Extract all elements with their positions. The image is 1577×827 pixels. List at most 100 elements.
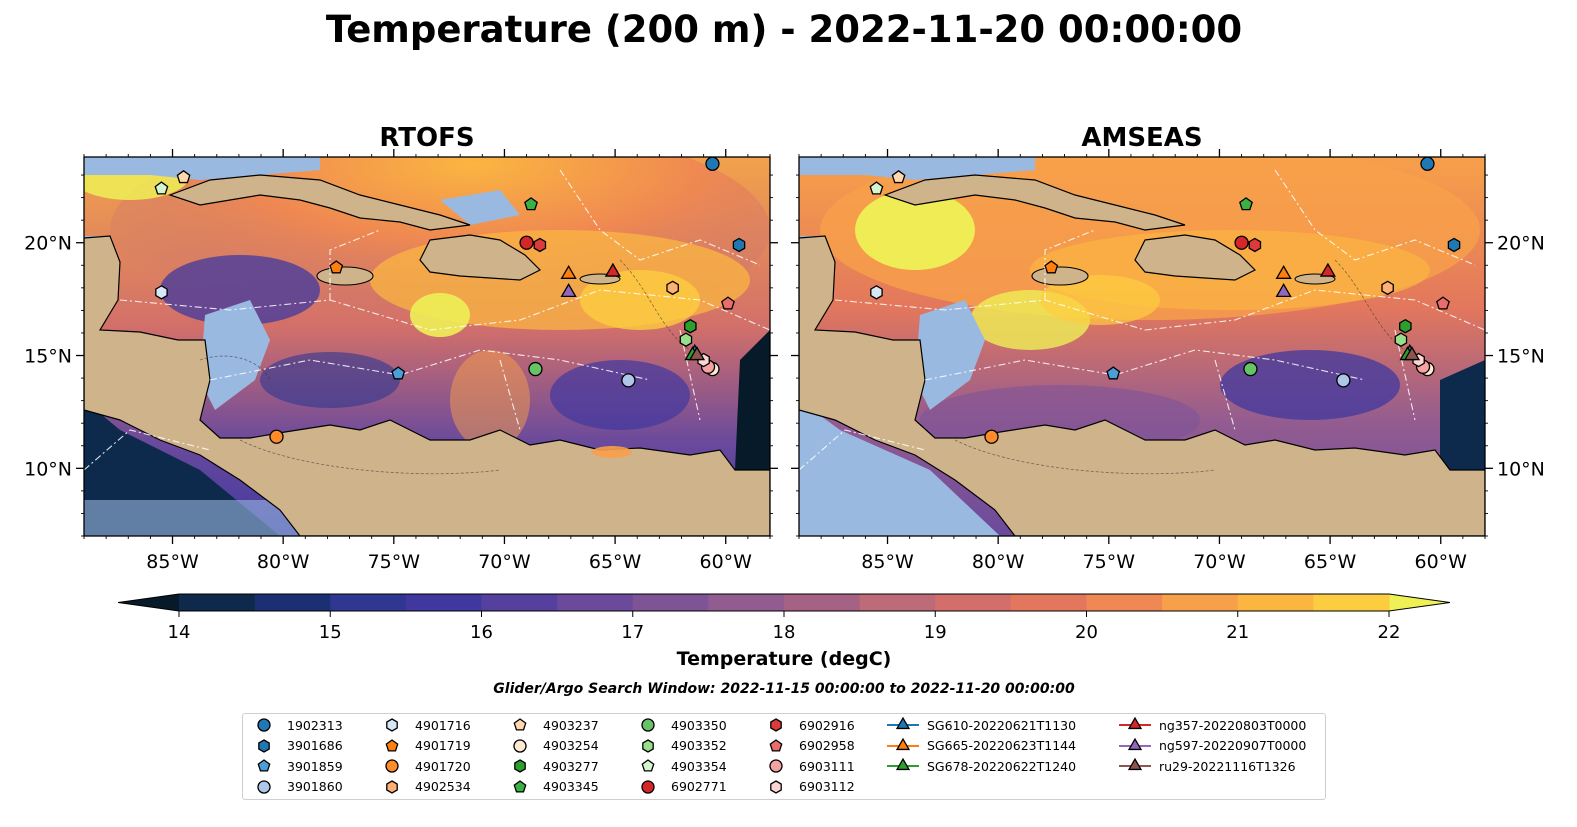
legend-entry: ng357-20220803T0000	[1117, 715, 1306, 735]
figure-title: Temperature (200 m) - 2022-11-20 00:00:0…	[326, 8, 1242, 51]
triangle-marker-icon	[1119, 737, 1151, 750]
colorbar-segment	[1162, 594, 1239, 611]
legend-label: 4903352	[671, 738, 727, 753]
colorbar-segment	[179, 594, 256, 611]
legend-label: 4903254	[543, 738, 599, 753]
legend-marker	[895, 716, 911, 730]
panel-title-amseas: AMSEAS	[1081, 123, 1202, 153]
x-tick-label: 75°W	[368, 551, 421, 573]
platform-marker	[533, 237, 547, 253]
legend-marker	[513, 718, 527, 731]
legend-entry: 6902958	[765, 736, 855, 756]
y-tick-label: 15°N	[1497, 346, 1545, 368]
circle-marker-icon	[257, 718, 271, 732]
legend-label: SG610-20220621T1130	[927, 717, 1077, 733]
platform-marker	[1319, 262, 1336, 277]
legend-marker	[257, 759, 271, 772]
platform-marker	[560, 283, 577, 298]
platform-marker	[519, 235, 534, 250]
triangle-marker-icon	[887, 757, 919, 771]
legend-label: SG665-20220623T1144	[927, 738, 1077, 753]
legend-label: 4903237	[543, 717, 599, 733]
legend-entry: 4902534	[381, 777, 471, 797]
colorbar-tick-label: 17	[621, 622, 644, 643]
platform-marker	[1239, 197, 1253, 211]
legend-label: 3901860	[287, 779, 343, 794]
y-tick-label: 10°N	[24, 458, 72, 480]
legend-marker	[513, 738, 527, 753]
platform-marker	[1275, 283, 1292, 298]
hexagon-marker-icon	[386, 718, 398, 732]
x-tick-label: 80°W	[257, 551, 310, 573]
legend-entry: 3901686	[253, 736, 343, 756]
platform-marker	[1420, 156, 1435, 171]
panel-rtofs: RTOFS	[24, 123, 778, 573]
legend-label: SG678-20220622T1240	[927, 758, 1077, 774]
legend-entry: 4903354	[637, 756, 727, 776]
legend-marker	[386, 779, 398, 794]
colorbar-segment	[557, 594, 634, 611]
platform-marker	[870, 285, 883, 300]
markers-amseas	[869, 156, 1461, 444]
platform-marker	[621, 373, 636, 388]
colorbar-segment	[1086, 594, 1163, 611]
y-tick-label: 15°N	[24, 346, 72, 368]
colorbar: 14 15 16 17 18 19 20 21 22	[117, 593, 1451, 643]
platform-marker	[176, 170, 191, 184]
legend-marker	[514, 759, 526, 773]
legend-marker	[386, 718, 398, 732]
legend-entry: ng597-20220907T0000	[1117, 736, 1306, 756]
circle-marker-icon	[641, 718, 655, 732]
platform-marker	[524, 197, 538, 211]
colorbar-segment	[254, 594, 331, 611]
colorbar-extend-low	[118, 594, 179, 611]
legend-marker	[1127, 757, 1143, 771]
platform-marker	[891, 170, 906, 184]
platform-marker	[560, 264, 577, 279]
legend-entry: 3901859	[253, 756, 343, 776]
colorbar-segment	[1237, 594, 1314, 611]
triangle-marker-icon	[1119, 757, 1151, 771]
legend-marker	[385, 738, 399, 751]
legend-marker	[769, 759, 783, 773]
triangle-marker-icon	[1119, 716, 1151, 730]
hexagon-marker-icon	[770, 718, 782, 732]
circle-marker-icon	[257, 779, 271, 794]
legend-marker	[769, 738, 783, 751]
colorbar-segment	[935, 594, 1012, 611]
legend-label: 4903277	[543, 758, 599, 774]
legend-label: ng597-20220907T0000	[1159, 738, 1307, 753]
colorbar-tick-label: 15	[319, 622, 342, 643]
colorbar-tick-label: 18	[773, 622, 796, 643]
legend-entry: 4901720	[381, 756, 471, 776]
x-tick-label: 70°W	[478, 551, 531, 573]
x-tick-label: 60°W	[1415, 551, 1468, 573]
colorbar-segment	[632, 594, 709, 611]
legend-label: 4901720	[415, 758, 471, 774]
legend-marker	[1127, 716, 1143, 730]
search-window-text: Glider/Argo Search Window: 2022-11-15 00…	[493, 681, 1075, 697]
x-tick-label: 85°W	[861, 551, 914, 573]
legend-entry: 4901719	[381, 736, 471, 756]
legend-entry: 6903111	[765, 756, 855, 776]
legend-entry: 3901860	[253, 777, 343, 797]
x-tick-label: 70°W	[1193, 551, 1246, 573]
platform-marker	[1436, 296, 1450, 310]
platform-marker	[329, 260, 344, 274]
legend-marker	[641, 759, 655, 772]
colorbar-segment	[859, 594, 936, 611]
legend-entry: 4903350	[637, 715, 727, 735]
platform-marker	[1275, 264, 1292, 279]
colorbar-segment	[481, 594, 558, 611]
colorbar-label: Temperature (degC)	[677, 648, 892, 670]
platform-marker	[155, 285, 168, 300]
platform-marker	[391, 366, 406, 380]
platform-marker	[1394, 332, 1408, 347]
legend-label: 4903354	[671, 758, 727, 774]
legend-entry: SG665-20220623T1144	[885, 736, 1076, 756]
platform-marker	[269, 429, 284, 444]
legend-entry: ru29-20221116T1326	[1117, 756, 1296, 776]
colorbar-tick-label: 16	[470, 622, 493, 643]
legend-entry: 6902771	[637, 777, 727, 797]
x-tick-label: 65°W	[1304, 551, 1357, 573]
